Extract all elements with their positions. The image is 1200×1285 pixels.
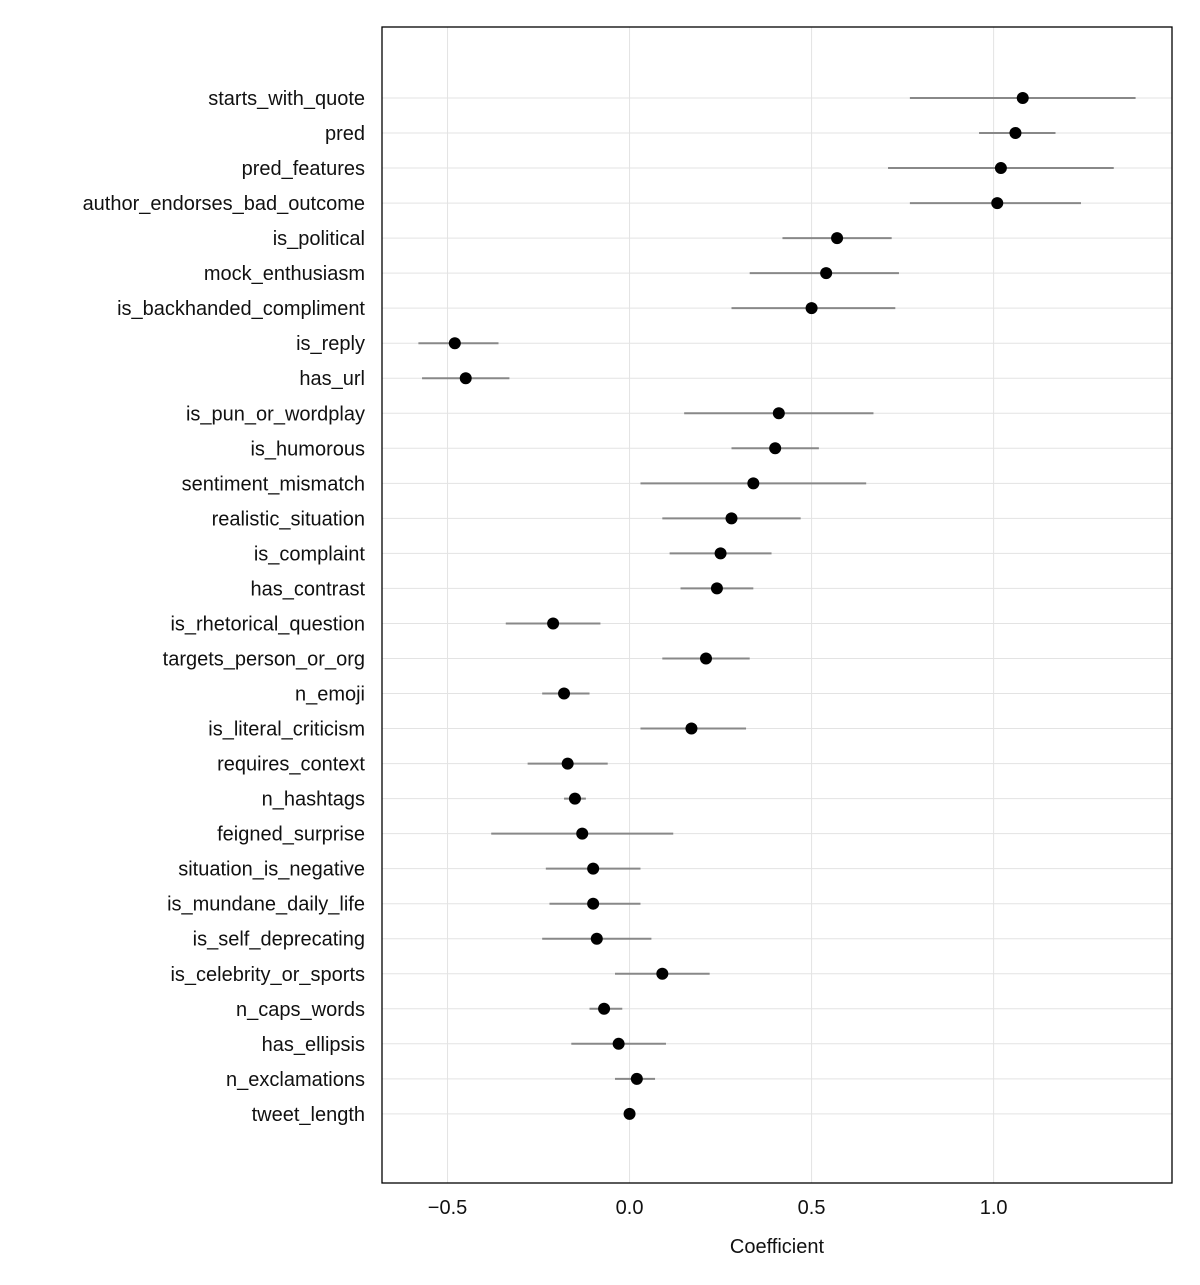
x-tick-label: 0.5 bbox=[798, 1197, 826, 1219]
coefficient-point bbox=[805, 302, 818, 315]
y-tick-label: is_rhetorical_question bbox=[170, 613, 365, 635]
y-tick-label: pred bbox=[325, 123, 365, 145]
y-tick-label: is_pun_or_wordplay bbox=[186, 403, 365, 425]
coefficient-point bbox=[587, 862, 600, 875]
x-tick-label: 1.0 bbox=[980, 1197, 1008, 1219]
coefficient-point bbox=[598, 1002, 611, 1015]
y-tick-label: is_backhanded_compliment bbox=[117, 298, 365, 320]
coefficient-point bbox=[700, 652, 713, 665]
point-layer bbox=[448, 92, 1029, 1120]
y-tick-label: sentiment_mismatch bbox=[182, 473, 365, 495]
coefficient-point bbox=[590, 932, 603, 945]
coefficient-point bbox=[994, 162, 1007, 175]
coefficient-point bbox=[772, 407, 785, 420]
coefficient-point bbox=[656, 967, 669, 980]
coefficient-point bbox=[576, 827, 589, 840]
coefficient-point bbox=[747, 477, 760, 490]
y-tick-label: is_humorous bbox=[250, 438, 365, 460]
y-tick-label: is_mundane_daily_life bbox=[167, 894, 365, 916]
y-tick-label: is_celebrity_or_sports bbox=[170, 964, 365, 986]
y-tick-label: author_endorses_bad_outcome bbox=[83, 193, 365, 215]
y-tick-label: situation_is_negative bbox=[178, 859, 365, 881]
y-tick-label: is_reply bbox=[296, 333, 365, 355]
coefficient-point bbox=[1016, 92, 1029, 104]
coefficient-point bbox=[623, 1107, 636, 1120]
coefficient-point bbox=[459, 372, 472, 385]
coefficient-point bbox=[612, 1037, 625, 1050]
y-tick-label: n_emoji bbox=[295, 684, 365, 706]
y-tick-label: n_caps_words bbox=[236, 999, 365, 1021]
y-tick-label: has_url bbox=[299, 368, 365, 390]
y-tick-label: n_exclamations bbox=[226, 1069, 365, 1091]
y-tick-label: has_contrast bbox=[250, 578, 365, 600]
coefficient-point bbox=[448, 337, 461, 350]
coefficient-point bbox=[769, 442, 782, 455]
y-tick-label: is_self_deprecating bbox=[193, 929, 365, 951]
coefficient-point bbox=[685, 722, 698, 735]
coefficient-point bbox=[710, 582, 723, 595]
y-tick-label: has_ellipsis bbox=[262, 1034, 365, 1056]
x-tick-label: −0.5 bbox=[428, 1197, 467, 1219]
y-tick-label: starts_with_quote bbox=[208, 88, 365, 110]
plot-frame bbox=[381, 26, 1173, 1184]
y-tick-label: is_literal_criticism bbox=[208, 719, 365, 741]
y-tick-label: pred_features bbox=[242, 158, 365, 180]
coefficient-point bbox=[1009, 127, 1022, 140]
coefficient-point bbox=[587, 897, 600, 910]
x-tick-labels: −0.5 0.0 0.5 1.0 bbox=[428, 1197, 1008, 1219]
x-tick-label: 0.0 bbox=[616, 1197, 644, 1219]
coefficient-point bbox=[820, 267, 833, 280]
coefficient-point bbox=[630, 1072, 643, 1085]
coefficient-point bbox=[561, 757, 574, 770]
y-tick-label: feigned_surprise bbox=[217, 824, 365, 846]
y-tick-label: mock_enthusiasm bbox=[204, 263, 365, 285]
x-axis-title: Coefficient bbox=[730, 1236, 825, 1258]
y-tick-label: targets_person_or_org bbox=[163, 648, 365, 670]
coefficient-point bbox=[991, 197, 1004, 210]
y-tick-label: tweet_length bbox=[252, 1104, 365, 1126]
coefficient-point bbox=[725, 512, 738, 525]
coefficient-point bbox=[714, 547, 727, 560]
coefficient-point bbox=[568, 792, 581, 805]
coefficient-point bbox=[831, 232, 844, 245]
y-tick-label: requires_context bbox=[217, 754, 365, 776]
coefficient-point bbox=[558, 687, 571, 700]
y-tick-label: realistic_situation bbox=[212, 508, 365, 530]
y-tick-label: is_complaint bbox=[254, 543, 366, 565]
grid-layer bbox=[382, 27, 1172, 1183]
y-tick-label: n_hashtags bbox=[262, 789, 365, 811]
coefficient-point bbox=[547, 617, 560, 630]
y-tick-label: is_political bbox=[273, 228, 365, 250]
